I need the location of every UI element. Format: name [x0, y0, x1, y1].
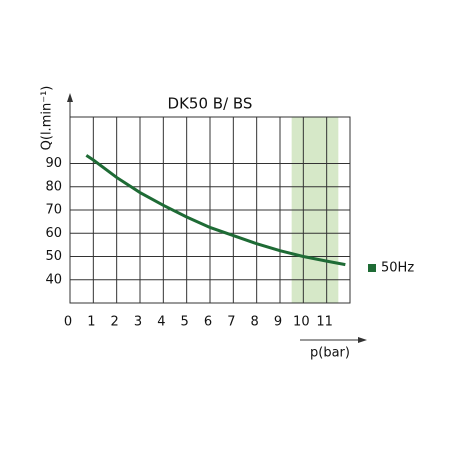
- x-tick-label: 2: [111, 315, 119, 330]
- x-axis-label: p(bar): [310, 346, 350, 361]
- x-arrow-head: [358, 337, 367, 343]
- x-tick-label: 7: [227, 315, 235, 330]
- y-tick-label: 50: [45, 249, 62, 264]
- y-tick-label: 80: [45, 179, 62, 194]
- x-tick-label: 10: [293, 315, 310, 330]
- x-tick-label: 3: [134, 315, 142, 330]
- y-arrow-head: [67, 93, 73, 102]
- y-tick-label: 90: [45, 156, 62, 171]
- legend-label: 50Hz: [381, 261, 414, 276]
- y-tick-label: 70: [45, 203, 62, 218]
- x-tick-label: 8: [251, 315, 259, 330]
- chart-title: DK50 B/ BS: [168, 95, 253, 113]
- x-tick-label: 5: [181, 315, 189, 330]
- legend-swatch: [368, 264, 376, 272]
- data-line: [85, 154, 346, 267]
- y-axis-label: Q(l.min⁻¹): [40, 86, 55, 151]
- x-tick-label: 9: [274, 315, 282, 330]
- x-tick-label: 4: [157, 315, 165, 330]
- y-tick-label: 40: [45, 272, 62, 287]
- y-tick-label: 60: [45, 226, 62, 241]
- x-tick-label: 0: [64, 315, 72, 330]
- x-tick-label: 6: [204, 315, 212, 330]
- x-tick-label: 11: [316, 315, 333, 330]
- x-tick-label: 1: [87, 315, 95, 330]
